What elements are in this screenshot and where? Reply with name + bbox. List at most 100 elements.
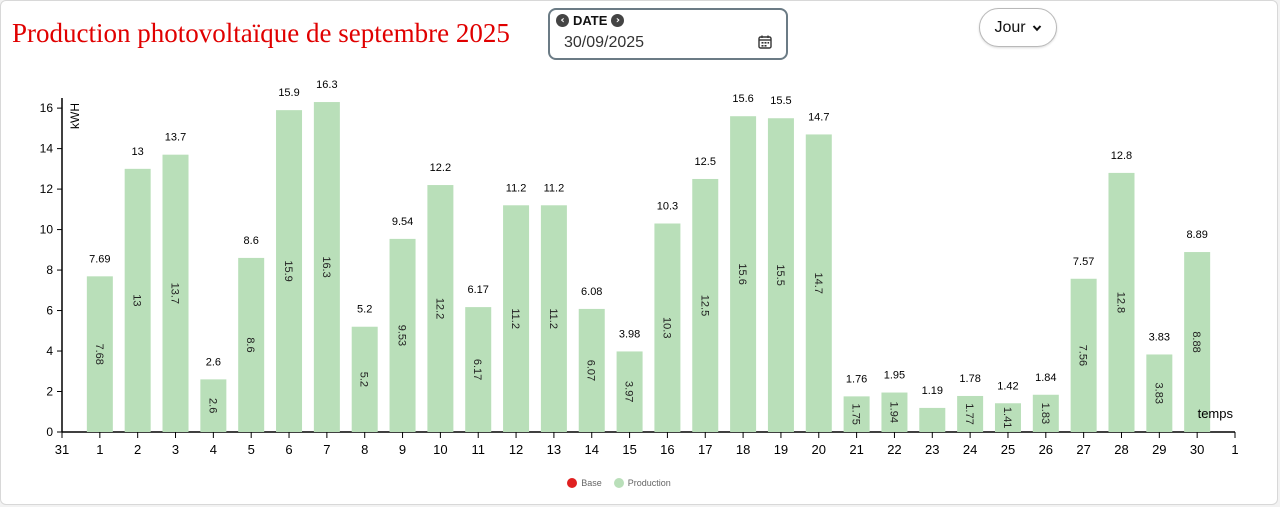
bar-14 [578, 308, 605, 432]
y-tick-label: 6 [46, 304, 53, 318]
x-tick-label-23: 23 [925, 442, 939, 457]
data-label-inner-6: 15.9 [282, 260, 294, 281]
x-tick-label-21: 21 [849, 442, 863, 457]
data-label-top-1: 7.69 [89, 253, 110, 265]
x-tick-label-1: 1 [96, 442, 103, 457]
chevron-left-circle-icon[interactable]: ‹ [556, 14, 569, 27]
x-tick-label-30: 30 [1190, 442, 1204, 457]
x-tick-label-7: 7 [323, 442, 330, 457]
data-label-inner-15: 3.97 [623, 381, 635, 402]
bar-5 [238, 257, 265, 432]
x-axis-label: temps [1198, 406, 1234, 421]
legend-label-base: Base [581, 478, 602, 488]
bar-2 [124, 168, 151, 432]
y-tick-label: 12 [40, 182, 54, 196]
x-tick-label-20: 20 [812, 442, 826, 457]
data-label-top-28: 12.8 [1111, 150, 1132, 162]
period-select-value: Jour [994, 18, 1026, 36]
data-label-inner-2: 13 [131, 294, 143, 306]
y-axis-label: kWH [68, 103, 82, 129]
bar-3 [162, 154, 189, 433]
data-label-inner-1: 7.68 [93, 343, 105, 364]
data-label-inner-5: 8.6 [244, 337, 256, 352]
page-title: Production photovoltaïque de septembre 2… [12, 18, 510, 48]
data-label-top-24: 1.78 [959, 373, 980, 385]
x-tick-label-8: 8 [361, 442, 368, 457]
bar-30 [1184, 252, 1211, 432]
data-label-inner-17: 12.5 [698, 295, 710, 316]
data-label-top-7: 16.3 [316, 79, 337, 91]
data-label-top-18: 15.6 [732, 93, 753, 105]
data-label-inner-10: 12.2 [433, 298, 445, 319]
data-label-top-30: 8.89 [1186, 229, 1207, 241]
x-tick-label-edge-1: 1 [1231, 442, 1238, 457]
data-label-inner-8: 5.2 [358, 372, 370, 387]
legend-dot-base [567, 478, 578, 488]
x-tick-label-16: 16 [660, 442, 674, 457]
bar-27 [1070, 278, 1097, 432]
data-label-top-11: 6.17 [468, 284, 489, 296]
data-label-top-25: 1.42 [997, 380, 1018, 392]
date-label: DATE [573, 13, 608, 28]
y-tick-label: 16 [40, 101, 54, 115]
bar-17 [692, 178, 719, 432]
bar-26 [1032, 394, 1059, 432]
bar-1 [86, 276, 113, 432]
data-label-inner-13: 11.2 [547, 308, 559, 329]
data-label-top-12: 11.2 [506, 182, 527, 194]
bar-29 [1146, 354, 1173, 432]
legend-label-production: Production [627, 478, 671, 488]
chevron-right-circle-icon[interactable]: › [611, 14, 625, 27]
x-tick-label-18: 18 [736, 442, 750, 457]
y-tick-label: 0 [46, 425, 53, 439]
bar-12 [503, 205, 530, 432]
x-tick-label-3: 3 [172, 442, 179, 457]
data-label-inner-21: 1.75 [850, 403, 862, 424]
data-label-top-17: 12.5 [695, 156, 716, 168]
x-tick-label-12: 12 [509, 442, 523, 457]
x-tick-label-4: 4 [210, 442, 217, 457]
data-label-top-19: 15.5 [770, 95, 791, 107]
data-label-inner-30: 8.88 [1190, 331, 1202, 352]
legend-item-base[interactable]: Base [567, 478, 602, 488]
data-label-top-21: 1.76 [846, 373, 867, 385]
data-label-top-6: 15.9 [278, 87, 299, 99]
data-label-inner-20: 14.7 [812, 273, 824, 294]
bar-18 [730, 116, 757, 432]
x-tick-label-19: 19 [774, 442, 788, 457]
bar-7 [313, 102, 340, 432]
bar-11 [465, 307, 492, 432]
bar-10 [427, 185, 454, 432]
data-label-inner-22: 1.94 [887, 402, 899, 423]
x-tick-label-27: 27 [1076, 442, 1090, 457]
y-tick-label: 14 [40, 142, 54, 156]
data-label-inner-3: 13.7 [169, 283, 181, 304]
data-label-top-2: 13 [132, 146, 144, 158]
data-label-top-3: 13.7 [165, 132, 186, 144]
bar-8 [351, 326, 378, 432]
data-label-top-16: 10.3 [657, 201, 678, 213]
date-picker[interactable]: ‹ DATE › 30/09/2025 [548, 8, 788, 60]
bar-21 [843, 396, 870, 432]
x-tick-label-22: 22 [887, 442, 901, 457]
data-label-top-4: 2.6 [206, 356, 221, 368]
x-tick-label-11: 11 [471, 442, 485, 457]
data-label-inner-24: 1.77 [963, 403, 975, 424]
bar-23 [919, 407, 946, 432]
data-label-top-15: 3.98 [619, 328, 640, 340]
data-label-inner-19: 15.5 [774, 264, 786, 285]
bar-19 [767, 118, 794, 432]
date-input[interactable]: 30/09/2025 [564, 34, 645, 51]
data-label-top-26: 1.84 [1035, 372, 1056, 384]
y-tick-label: 2 [46, 385, 53, 399]
data-label-inner-14: 6.07 [585, 360, 597, 381]
legend-item-production[interactable]: Production [613, 478, 671, 488]
x-tick-label-15: 15 [622, 442, 636, 457]
data-label-top-14: 6.08 [581, 286, 602, 298]
x-tick-label-14: 14 [585, 442, 599, 457]
legend-dot-production [613, 478, 624, 488]
bar-28 [1108, 172, 1135, 432]
calendar-icon[interactable] [758, 35, 772, 49]
period-select[interactable]: Jour [979, 8, 1057, 47]
